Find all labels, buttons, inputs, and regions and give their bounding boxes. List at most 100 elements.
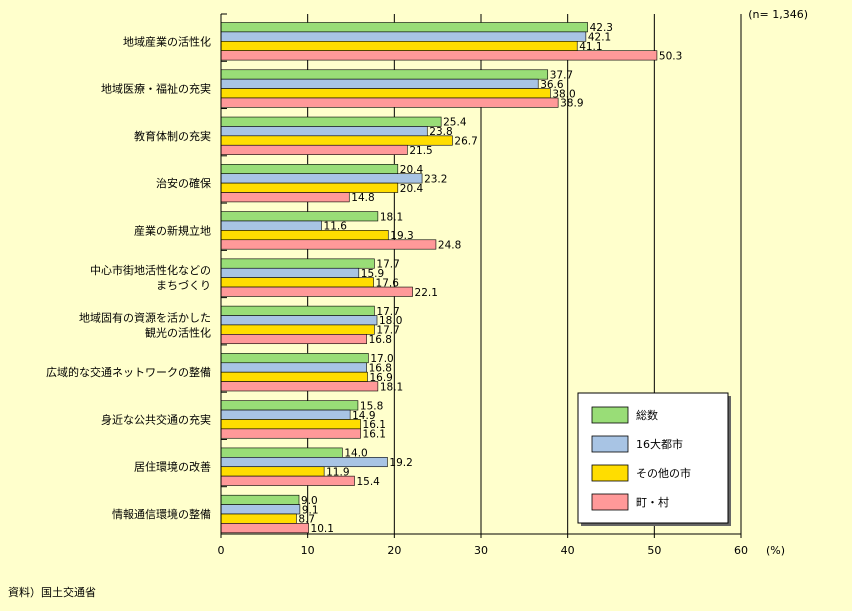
bar [220,211,379,222]
data-label: 38.0 [552,88,575,100]
bar [220,466,325,477]
category-label: 治安の確保 [156,176,211,190]
x-tick-labels: 0 10 20 30 40 50 60 [218,544,749,557]
data-label: 16.1 [363,419,386,431]
bar [220,305,375,316]
bar [220,513,297,524]
bar [220,381,379,392]
data-label: 16.8 [369,334,392,346]
x-tick-label: 30 [474,544,488,557]
data-label: 19.2 [389,457,412,469]
bar [220,97,559,108]
bar [220,494,300,505]
data-label: 17.0 [370,353,393,365]
data-label: 42.3 [590,22,613,34]
category-label: 観光の活性化 [145,325,211,339]
bar [220,164,399,175]
category-label: 身近な公共交通の充実 [101,412,211,426]
data-label: 17.7 [376,259,399,271]
category-label: 地域固有の資源を活かした [79,310,211,324]
data-label: 16.1 [363,429,386,441]
bar [220,334,367,345]
x-tick-label: 20 [387,544,401,557]
data-label: 41.1 [579,41,602,53]
bar [220,230,389,241]
category-label: 居住環境の改善 [134,460,211,474]
bar [220,267,360,278]
data-label: 15.9 [361,268,384,280]
category-label: 広域的な交通ネットワークの整備 [46,365,211,379]
data-label: 18.0 [379,315,402,327]
category-label: 教育体制の充実 [134,129,211,143]
bar [220,31,587,42]
data-label: 18.1 [380,381,403,393]
data-label: 9.0 [301,495,318,507]
legend-swatch [591,406,629,424]
data-label: 16.8 [369,362,392,374]
bar [220,523,309,534]
bar [220,324,375,335]
x-tick-label: 50 [647,544,661,557]
legend-label: 町・村 [636,495,669,509]
data-label: 15.8 [360,400,383,412]
data-label: 26.7 [454,136,477,148]
x-axis-unit: (%) [766,544,785,557]
data-label: 17.7 [376,306,399,318]
data-label: 20.4 [400,183,424,195]
category-label: 地域医療・福祉の充実 [101,82,211,96]
data-label: 23.2 [424,173,447,185]
data-label: 10.1 [311,523,334,535]
bar [220,144,408,155]
data-label: 19.3 [390,230,413,242]
data-label: 23.8 [429,126,452,138]
category-label: 産業の新規立地 [134,223,211,237]
bar [220,409,351,420]
data-label: 17.6 [376,277,400,289]
data-label: 24.8 [438,239,461,251]
data-label: 20.4 [400,164,424,176]
data-label: 22.1 [415,287,438,299]
legend-label: その他の市 [636,466,691,480]
x-tick-label: 40 [561,544,575,557]
bar [220,362,367,373]
bar [220,135,453,146]
data-label: 36.6 [540,79,564,91]
category-label: まちづくり [156,279,211,292]
legend-swatch [591,493,629,511]
bar [220,315,378,326]
data-label: 50.3 [659,50,682,62]
bar [220,220,322,231]
bar [220,88,551,99]
data-label: 42.1 [588,32,611,44]
bar [220,400,359,411]
axes [220,13,742,538]
x-tick-label: 10 [301,544,315,557]
sample-size-note: (n= 1,346) [748,8,808,21]
data-label: 14.8 [351,192,374,204]
data-label: 9.1 [302,504,319,516]
data-label: 17.7 [376,325,399,337]
bar [220,126,428,137]
data-label: 16.9 [369,372,392,384]
bar [220,258,375,269]
legend-label: 16大都市 [636,437,683,451]
bar [220,78,539,89]
bar [220,371,368,382]
legend-swatch [591,435,629,453]
data-label: 21.5 [409,145,432,157]
category-label: 情報通信環境の整備 [112,507,211,521]
data-labels: 42.342.141.1 50.3 37.736.638.038.9 25.423.8… [298,22,682,535]
x-tick-label: 60 [734,544,748,557]
category-label: 地域産業の活性化 [123,34,211,48]
bar [220,192,350,203]
bars [220,22,658,534]
x-tick-label: 0 [218,544,225,557]
data-label: 15.4 [356,476,380,488]
bar [220,116,442,127]
bar [220,40,578,51]
data-label: 38.9 [560,98,583,110]
data-label: 14.9 [352,410,375,422]
bar [220,353,369,364]
